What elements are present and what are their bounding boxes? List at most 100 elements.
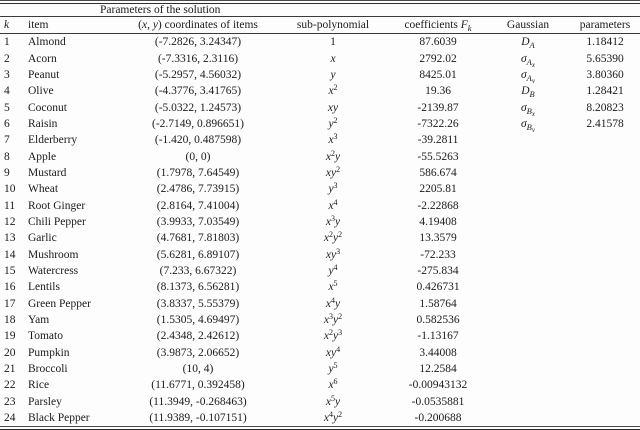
item-cell: Wheat: [28, 183, 59, 196]
gaussian-cell: [490, 214, 566, 230]
coords-cell: (2.4348, 2.42612): [156, 330, 240, 343]
table-row: 14 Mushroom (5.6281, 6.89107) xy3 -72.233: [0, 246, 640, 262]
coords-cell: (7.233, 6.67322): [159, 264, 237, 277]
table-row: 18 Yam (1.5305, 4.69497) x3y2 0.582536: [0, 312, 640, 328]
table-row: 5 Coconut (-5.0322, 1.24573) xy -2139.87 σBx 8…: [0, 99, 640, 116]
param-cell: [566, 148, 640, 164]
col-header-parameters: parameters: [566, 17, 640, 34]
param-cell: [566, 263, 640, 279]
coords-cell: (5.6281, 6.89107): [156, 248, 240, 261]
poly-cell: xy2: [325, 164, 341, 179]
coeff-cell: -275.834: [417, 264, 459, 277]
item-cell: Green Pepper: [28, 297, 91, 310]
poly-cell: x3: [328, 132, 338, 147]
item-cell: Mushroom: [28, 248, 79, 261]
table-row: 7 Elderberry (-1.420, 0.487598) x3 -39.2811: [0, 132, 640, 148]
table-caption: Parameters of the solution: [100, 4, 221, 16]
k-cell: 3: [4, 68, 10, 81]
coeff-cell: -1.13167: [417, 330, 459, 343]
col-header-subpoly: sub-polynomial: [280, 17, 386, 34]
poly-cell: x4y: [325, 295, 341, 310]
item-cell: Peanut: [28, 68, 60, 81]
coeff-cell: 0.582536: [416, 314, 460, 327]
table-row: 4 Olive (-4.3776, 3.41765) x2 19.36 DB 1.28421: [0, 83, 640, 99]
item-cell: Chili Pepper: [28, 215, 86, 228]
gaussian-cell: σAy: [521, 68, 535, 84]
poly-cell: y4: [328, 262, 338, 277]
coords-cell: (3.9933, 7.03549): [156, 215, 240, 228]
item-cell: Olive: [28, 85, 54, 98]
gaussian-cell: [490, 230, 566, 246]
coeff-cell: -55.5263: [417, 150, 459, 163]
poly-cell: xy3: [325, 246, 341, 261]
table-row: 23 Parsley (11.3949, -0.268463) x5y -0.05358…: [0, 394, 640, 410]
coeff-cell: 4.19408: [419, 215, 457, 228]
poly-cell: xy4: [325, 344, 341, 359]
poly-cell: y2: [328, 115, 338, 130]
coords-cell: (0, 0): [185, 150, 211, 163]
k-cell: 6: [4, 117, 10, 130]
coords-cell: (-7.3316, 2.3116): [157, 52, 239, 65]
item-cell: Almond: [28, 36, 66, 49]
coeff-cell: 13.3579: [419, 232, 457, 245]
gaussian-cell: σAx: [521, 52, 535, 67]
gaussian-cell: [490, 312, 566, 328]
k-cell: 19: [4, 330, 16, 343]
coeff-cell: 586.674: [419, 166, 457, 179]
item-cell: Yam: [28, 314, 50, 327]
coords-cell: (1.5305, 4.69497): [156, 314, 240, 327]
parameters-table: k item (x, y) coordinates of items sub-p…: [0, 17, 640, 426]
gaussian-cell: [490, 181, 566, 197]
item-cell: Acorn: [28, 52, 57, 65]
gaussian-cell: σBx: [521, 101, 535, 116]
table-row: 11 Root Ginger (2.8164, 7.41004) x4 -2.22868: [0, 197, 640, 213]
table-row: 12 Chili Pepper (3.9933, 7.03549) x3y 4.1940…: [0, 214, 640, 230]
coeff-cell: 12.2584: [419, 363, 457, 376]
param-cell: [566, 279, 640, 295]
gaussian-cell: DB: [521, 85, 535, 100]
param-cell: [566, 377, 640, 393]
param-cell: [566, 296, 640, 312]
poly-cell: x5: [328, 279, 338, 294]
k-cell: 12: [4, 215, 16, 228]
coords-cell: (3.9873, 2.06652): [156, 346, 240, 359]
table-row: 9 Mustard (1.7978, 7.64549) xy2 586.674: [0, 165, 640, 181]
coords-cell: (11.3949, -0.268463): [149, 395, 247, 408]
item-cell: Broccoli: [28, 363, 68, 376]
table-row: 8 Apple (0, 0) x2y -55.5263: [0, 148, 640, 164]
param-cell: 1.18412: [586, 36, 624, 49]
gaussian-cell: [490, 361, 566, 377]
k-cell: 20: [4, 346, 16, 359]
poly-cell: x6: [328, 377, 338, 392]
k-cell: 1: [4, 36, 10, 49]
param-cell: [566, 214, 640, 230]
item-cell: Lentils: [28, 281, 60, 294]
header-row: k item (x, y) coordinates of items sub-p…: [0, 17, 640, 34]
poly-cell: xy: [327, 101, 339, 114]
coords-cell: (8.1373, 6.56281): [156, 281, 240, 294]
gaussian-cell: [490, 296, 566, 312]
k-cell: 8: [4, 150, 10, 163]
k-cell: 10: [4, 183, 16, 196]
coords-cell: (3.8337, 5.55379): [156, 297, 240, 310]
coeff-cell: -2.22868: [417, 199, 459, 212]
poly-cell: x2y2: [323, 230, 343, 245]
table-row: 19 Tomato (2.4348, 2.42612) x2y3 -1.13167: [0, 328, 640, 344]
table-row: 15 Watercress (7.233, 6.67322) y4 -275.834: [0, 263, 640, 279]
param-cell: [566, 197, 640, 213]
caption-row: Parameters of the solution: [0, 4, 640, 17]
item-cell: Pumpkin: [28, 346, 70, 359]
param-cell: [566, 165, 640, 181]
table-row: 3 Peanut (-5.2957, 4.56032) y 8425.01 σAy 3.80…: [0, 67, 640, 83]
item-cell: Watercress: [28, 264, 79, 277]
coeff-cell: 0.426731: [416, 281, 460, 294]
gaussian-cell: [490, 377, 566, 393]
coords-cell: (-7.2826, 3.24347): [154, 36, 242, 49]
col-header-item: item: [28, 17, 116, 34]
gaussian-cell: [490, 148, 566, 164]
poly-cell: x2y3: [323, 328, 343, 343]
poly-cell: x5y: [325, 393, 341, 408]
item-cell: Garlic: [28, 232, 57, 245]
poly-cell: y3: [328, 181, 338, 196]
